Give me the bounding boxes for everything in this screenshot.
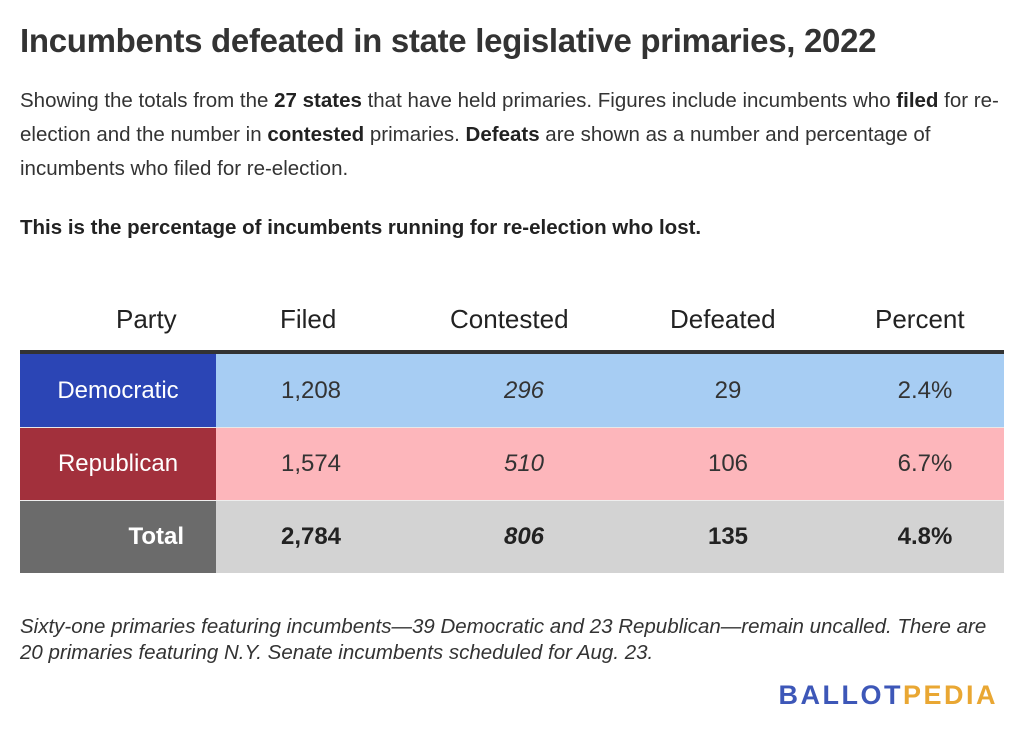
subtitle-text-2: that have held primaries. Figures includ…	[361, 89, 897, 112]
logo-part-pedia: PEDIA	[902, 680, 998, 710]
table-header: Party Filed Contested Defeated Percent	[20, 290, 1004, 354]
ballotpedia-logo: BALLOTPEDIA	[778, 680, 998, 711]
cell-contested: 510	[503, 450, 545, 477]
lead-text: This is the percentage of incumbents run…	[20, 216, 702, 239]
cell-defeated: 135	[707, 523, 749, 550]
cell-percent: 6.7%	[897, 450, 953, 477]
footnote: Sixty-one primaries featuring incumbents…	[20, 615, 987, 664]
party-label-republican: Republican	[20, 428, 216, 500]
subtitle-bold-defeats: Defeats	[465, 123, 540, 146]
cell-percent: 2.4%	[897, 376, 953, 404]
subtitle-text-5: are shown as a number and percentage of …	[20, 123, 931, 180]
cell-filed: 1,208	[280, 376, 342, 404]
party-label-total: Total	[20, 501, 216, 573]
cell-contested: 806	[503, 523, 545, 550]
chart-subtitle: Showing the totals from the 27 states th…	[20, 84, 1000, 186]
subtitle-text-4: primaries.	[364, 123, 466, 146]
header-percent: Percent	[875, 304, 965, 334]
header-defeated: Defeated	[670, 304, 776, 334]
logo-part-ballot: BALLOT	[778, 680, 903, 710]
chart-title: Incumbents defeated in state legislative…	[20, 22, 877, 59]
cell-filed: 1,574	[280, 450, 342, 477]
cell-filed: 2,784	[280, 523, 342, 550]
header-party: Party	[116, 304, 177, 334]
header-filed: Filed	[280, 304, 337, 334]
cell-defeated: 106	[707, 450, 749, 477]
subtitle-bold-filed: filed	[896, 89, 939, 112]
subtitle-text-1: Showing the totals from the	[20, 89, 275, 112]
header-contested: Contested	[450, 304, 569, 334]
party-label-democratic: Democratic	[20, 354, 216, 427]
subtitle-bold-states: 27 states	[274, 89, 362, 112]
cell-defeated: 29	[714, 376, 742, 404]
subtitle-bold-contested: contested	[267, 123, 365, 146]
table-row-republican: Republican 1,574 510 106 6.7%	[20, 427, 1004, 500]
cell-contested: 296	[503, 376, 545, 404]
table-row-total: Total 2,784 806 135 4.8%	[20, 500, 1004, 573]
results-table: Party Filed Contested Defeated Percent D…	[20, 290, 1004, 573]
cell-percent: 4.8%	[897, 523, 953, 550]
table-row-democratic: Democratic 1,208 296 29 2.4%	[20, 354, 1004, 427]
subtitle-text-3: for re-election and the number in	[20, 89, 999, 146]
